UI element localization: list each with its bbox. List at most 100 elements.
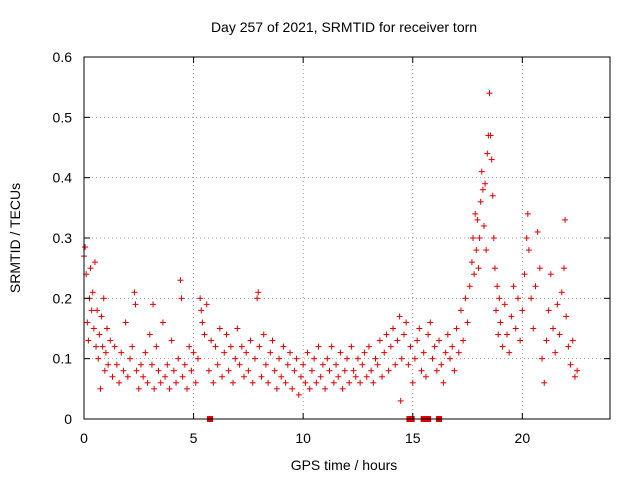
data-point (425, 331, 432, 338)
data-point (550, 325, 557, 332)
data-point (381, 349, 388, 356)
data-points (81, 90, 581, 404)
data-point (184, 385, 191, 392)
data-point (447, 355, 454, 362)
data-point (232, 355, 239, 362)
data-point (530, 325, 537, 332)
data-point (188, 367, 195, 374)
data-point (133, 367, 140, 374)
x-tick-labels: 0 5 10 15 20 (80, 430, 530, 446)
data-point (153, 343, 160, 350)
data-point (100, 295, 107, 302)
data-point (429, 355, 436, 362)
data-point (501, 301, 508, 308)
data-point (471, 271, 478, 278)
data-point (422, 373, 429, 380)
data-point (265, 379, 272, 386)
data-point (536, 265, 543, 272)
data-point (278, 373, 285, 380)
data-point (137, 361, 144, 368)
data-point (394, 337, 401, 344)
data-point (354, 355, 361, 362)
data-point (260, 331, 267, 338)
data-point (197, 295, 204, 302)
data-point (198, 307, 205, 314)
data-point (462, 295, 469, 302)
data-point (472, 210, 479, 217)
data-point (541, 379, 548, 386)
data-point (201, 331, 208, 338)
data-point (84, 319, 91, 326)
data-point (543, 337, 550, 344)
data-point (127, 355, 134, 362)
data-point (418, 367, 425, 374)
data-point (444, 331, 451, 338)
data-point (238, 343, 245, 350)
data-point (175, 355, 182, 362)
data-point (157, 379, 164, 386)
x-tick-label: 10 (295, 430, 311, 446)
data-point (532, 283, 539, 290)
data-point (523, 235, 530, 241)
x-tick-label: 15 (405, 430, 421, 446)
data-point (365, 343, 372, 350)
data-point (512, 325, 519, 332)
data-point (370, 379, 377, 386)
data-point (363, 373, 370, 380)
data-point (484, 150, 491, 157)
data-point (159, 319, 166, 326)
data-point (499, 343, 506, 350)
x-tick-label: 0 (80, 430, 88, 446)
data-point (89, 289, 96, 296)
data-point (479, 186, 486, 193)
data-point (192, 379, 199, 386)
data-point (177, 277, 184, 284)
data-point (102, 349, 109, 356)
data-point (267, 349, 274, 356)
data-point (468, 259, 475, 266)
data-point (385, 367, 392, 374)
data-point (93, 343, 100, 350)
y-axis-label: SRMTID / TECUs (7, 183, 23, 293)
data-point (400, 331, 407, 338)
data-point (247, 337, 254, 344)
data-point (508, 313, 515, 320)
data-point (104, 325, 111, 332)
data-point (554, 301, 561, 308)
data-point (186, 343, 193, 350)
data-point (230, 379, 237, 386)
data-point (227, 343, 234, 350)
data-point (476, 235, 483, 241)
data-point (487, 132, 494, 139)
data-point (280, 343, 287, 350)
data-point (368, 367, 375, 374)
data-point (567, 361, 574, 368)
data-point (236, 361, 243, 368)
y-tick-label: 0.4 (53, 170, 73, 186)
data-point (519, 307, 526, 314)
data-point (107, 337, 114, 344)
data-point (178, 295, 185, 302)
data-point (113, 361, 120, 368)
data-point (170, 367, 177, 374)
data-point (489, 192, 496, 199)
data-point (168, 337, 175, 344)
data-point (460, 337, 467, 344)
data-point (361, 349, 368, 356)
data-point (359, 361, 366, 368)
data-point (328, 343, 335, 350)
axis-ticks (83, 56, 610, 420)
data-point (166, 385, 173, 392)
data-point (379, 373, 386, 380)
data-point (179, 373, 186, 380)
data-point (124, 373, 131, 380)
data-point (109, 373, 116, 380)
data-point (490, 235, 497, 241)
data-point (539, 355, 546, 362)
data-point (488, 156, 495, 163)
data-point (256, 343, 263, 350)
data-point (95, 355, 102, 362)
data-point (151, 385, 158, 392)
data-point (407, 343, 414, 350)
data-point (304, 349, 311, 356)
